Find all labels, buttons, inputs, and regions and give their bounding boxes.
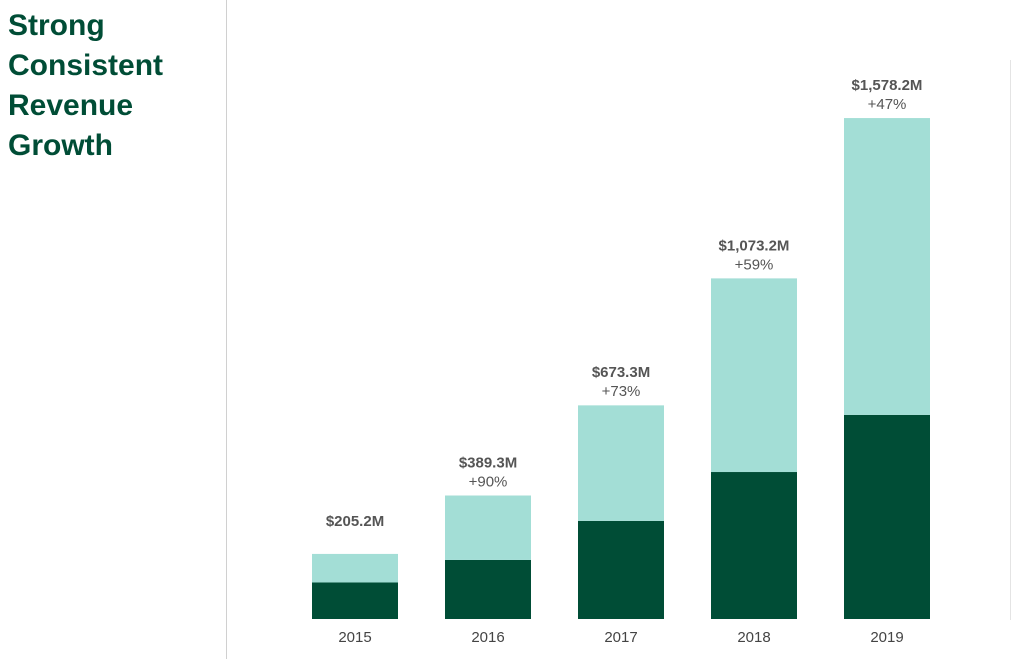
x-tick-label: 2016 — [471, 629, 504, 646]
growth-label: +47% — [868, 96, 907, 113]
x-tick-label: 2017 — [604, 629, 637, 646]
bar-segment — [578, 520, 664, 619]
total-label: $673.3M — [592, 364, 650, 381]
total-label: $205.2M — [326, 513, 384, 530]
bar-segment — [711, 278, 797, 473]
total-label: $1,073.2M — [719, 237, 790, 254]
growth-label: +73% — [602, 383, 641, 400]
bar-segment — [578, 405, 664, 521]
bar-segment — [445, 559, 531, 619]
growth-label: +59% — [735, 256, 774, 273]
bar-segment — [844, 118, 930, 415]
x-tick-label: 2019 — [870, 629, 903, 646]
bar-segment — [445, 495, 531, 560]
bar-segment — [711, 472, 797, 619]
total-label: $389.3M — [459, 454, 517, 471]
bar-segment — [312, 582, 398, 619]
bar-segment — [844, 414, 930, 619]
bar-segment — [312, 553, 398, 583]
x-tick-label: 2018 — [737, 629, 770, 646]
total-label: $1,578.2M — [852, 77, 923, 94]
x-tick-label: 2015 — [338, 629, 371, 646]
growth-label: +90% — [469, 473, 508, 490]
chart-title: Strong Consistent Revenue Growth — [8, 9, 164, 162]
